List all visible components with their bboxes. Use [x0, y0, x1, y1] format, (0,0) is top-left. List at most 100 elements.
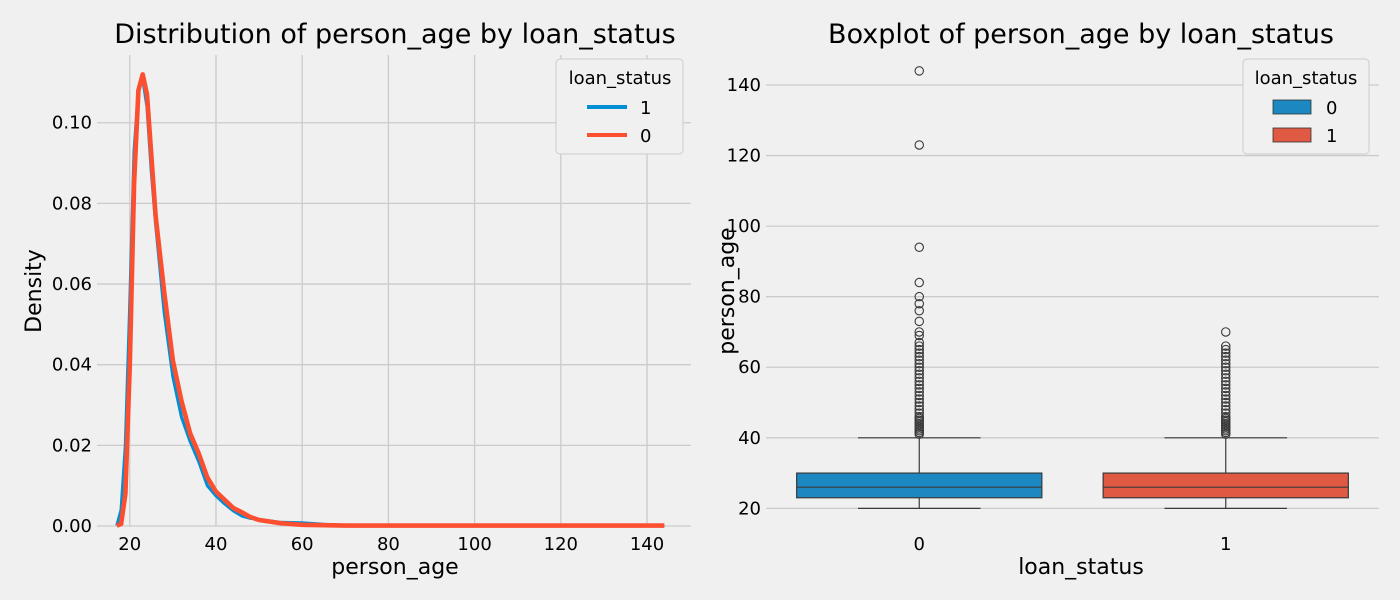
box-outlier-point: [1221, 411, 1231, 422]
boxplot-panel: 20 40 60 80 100 120 140 0 1 Boxplot of person_ag…: [715, 19, 1379, 580]
box-outlier-point: [1221, 358, 1231, 369]
kde-title: Distribution of person_age by loan_statu…: [114, 19, 675, 50]
box-outlier-point: [1221, 369, 1231, 380]
kde-y-tick-label: 0.10: [52, 113, 92, 134]
box-outlier-point: [914, 366, 924, 376]
box-outlier-point: [1221, 344, 1231, 355]
box-outlier-point: [914, 397, 924, 408]
boxplot-y-axis-label: person_age: [715, 227, 740, 354]
kde-line-series-0: [115, 72, 665, 528]
box-outlier-point: [914, 387, 924, 397]
box-outlier-point: [914, 380, 924, 390]
boxplot-title: Boxplot of person_age by loan_status: [828, 19, 1334, 50]
box-outlier-point: [1221, 373, 1231, 383]
box-outlier-point: [1221, 327, 1231, 337]
boxplot-y-tick-label: 100: [727, 216, 761, 237]
boxplot-boxes: [796, 66, 1349, 509]
box-outlier-point: [1221, 355, 1231, 365]
kde-y-axis-label: Density: [22, 249, 47, 333]
box-outlier-point: [914, 355, 924, 365]
boxplot-legend: loan_status 0 1: [1242, 58, 1370, 155]
box-outlier-point: [914, 277, 924, 288]
box-outlier-point: [1221, 366, 1231, 376]
box-outlier-point: [914, 344, 924, 355]
box-outlier-point: [914, 351, 924, 362]
box-outlier-point: [1221, 376, 1231, 387]
box-outlier-point: [1221, 404, 1231, 415]
box-outlier-point: [914, 316, 924, 327]
box-outlier-point: [914, 376, 924, 387]
boxplot-x-axis-label: loan_status: [1018, 555, 1144, 580]
kde-legend-label-0: 0: [640, 126, 651, 147]
boxplot-x-tick-label: 1: [1220, 534, 1231, 555]
box-outlier-point: [1221, 341, 1231, 351]
kde-x-tick-label: 20: [118, 534, 141, 555]
box-outlier-point: [914, 327, 924, 337]
kde-x-tick-label: 40: [205, 534, 228, 555]
box-outlier-point: [1221, 390, 1231, 401]
boxplot-y-tick-label: 140: [727, 75, 761, 96]
box-outlier-point: [914, 140, 924, 150]
kde-series: [115, 72, 665, 528]
kde-y-tick-label: 0.06: [52, 274, 92, 295]
box-outlier-point: [914, 298, 924, 309]
box-outlier-point: [1221, 408, 1231, 418]
boxplot-legend-swatch-1: [1272, 127, 1312, 143]
kde-legend-title: loan_status: [569, 68, 672, 89]
box-outlier-point: [1221, 383, 1231, 394]
box-outlier-point: [914, 404, 924, 415]
box-outlier-point: [914, 291, 924, 302]
boxplot-legend-title: loan_status: [1255, 68, 1358, 89]
boxplot-y-tick-label: 20: [738, 498, 761, 519]
box-outlier-point: [914, 330, 924, 341]
box-outlier-point: [914, 66, 924, 76]
kde-y-tick-label: 0.08: [52, 193, 92, 214]
kde-x-axis-label: person_age: [331, 555, 458, 580]
box-outlier-point: [914, 373, 924, 383]
box-outlier-point: [914, 401, 924, 411]
kde-x-tick-label: 100: [457, 534, 491, 555]
kde-y-tick-label: 0.00: [52, 516, 92, 537]
box-outlier-point: [1221, 351, 1231, 362]
boxplot-y-tick-label: 40: [738, 428, 761, 449]
boxplot-x-tick-label: 0: [914, 534, 925, 555]
boxplot-legend-label-1: 1: [1326, 126, 1337, 147]
box-outlier-point: [1221, 348, 1231, 358]
kde-panel: 20 40 60 80 100 120 140 0.00 0.02 0.04 0.06 0.08 0.1…: [22, 19, 691, 580]
boxplot-legend-label-0: 0: [1326, 98, 1337, 119]
boxplot-legend-swatch-0: [1272, 99, 1312, 115]
box-outlier-point: [914, 341, 924, 351]
kde-ticks: 20 40 60 80 100 120 140 0.00 0.02 0.04 0.06 0.08 0.1…: [52, 113, 664, 555]
box-outlier-point: [914, 408, 924, 418]
box-1: [1102, 327, 1349, 509]
kde-legend: loan_status 1 0: [555, 58, 684, 155]
box-outlier-point: [914, 390, 924, 401]
boxplot-y-tick-label: 120: [727, 146, 761, 167]
kde-x-tick-label: 60: [291, 534, 314, 555]
boxplot-y-tick-label: 80: [738, 287, 761, 308]
box-outlier-point: [914, 358, 924, 369]
box-outlier-point: [1221, 387, 1231, 397]
box-outlier-point: [914, 411, 924, 422]
kde-y-tick-label: 0.02: [52, 435, 92, 456]
box-iqr: [1102, 472, 1349, 499]
kde-x-tick-label: 80: [377, 534, 400, 555]
box-outlier-point: [914, 369, 924, 380]
box-outlier-point: [1221, 397, 1231, 408]
boxplot-y-tick-label: 60: [738, 357, 761, 378]
box-outlier-point: [1221, 401, 1231, 411]
box-outlier-point: [914, 242, 924, 253]
box-outlier-point: [914, 348, 924, 358]
box-outlier-point: [914, 362, 924, 372]
box-iqr: [796, 472, 1043, 499]
box-0: [796, 66, 1043, 509]
kde-x-tick-label: 120: [544, 534, 578, 555]
box-outlier-point: [914, 394, 924, 404]
box-outlier-point: [1221, 362, 1231, 372]
box-outlier-point: [914, 337, 924, 348]
box-outlier-point: [1221, 394, 1231, 404]
kde-x-tick-label: 140: [630, 534, 664, 555]
box-outlier-point: [1221, 380, 1231, 390]
box-outlier-point: [914, 383, 924, 394]
